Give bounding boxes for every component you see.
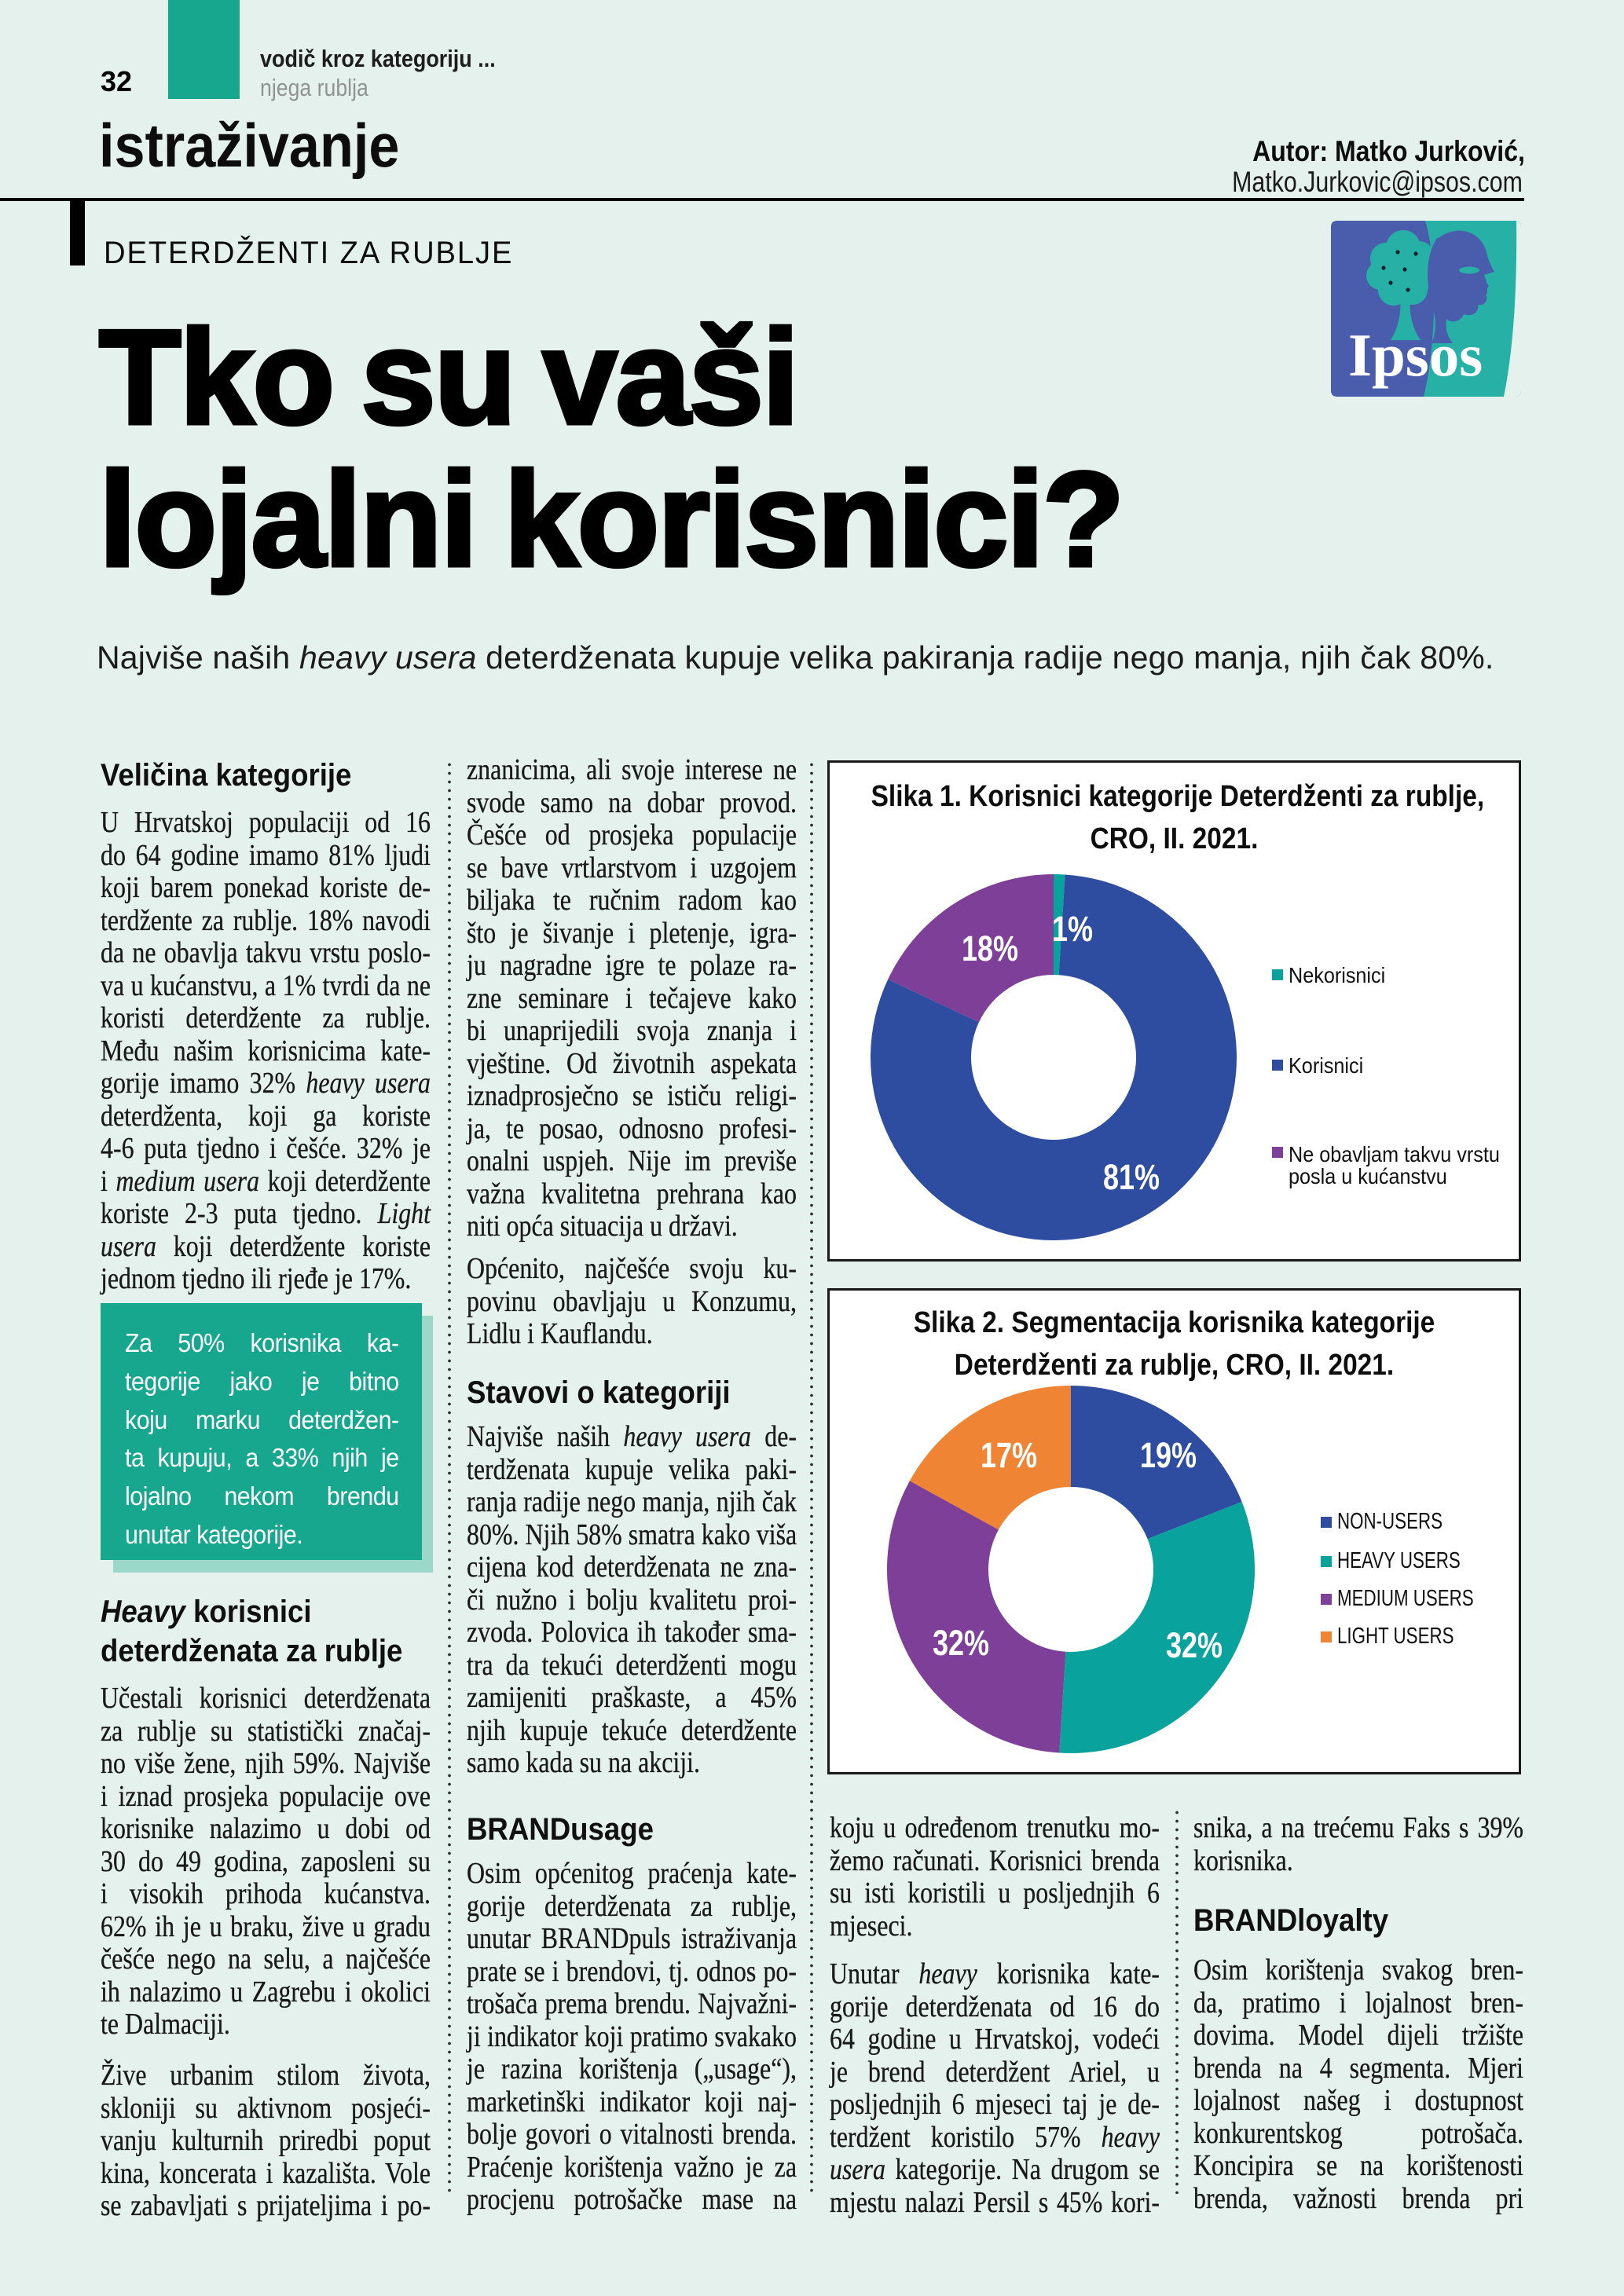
- svg-text:Ipsos: Ipsos: [1348, 321, 1483, 389]
